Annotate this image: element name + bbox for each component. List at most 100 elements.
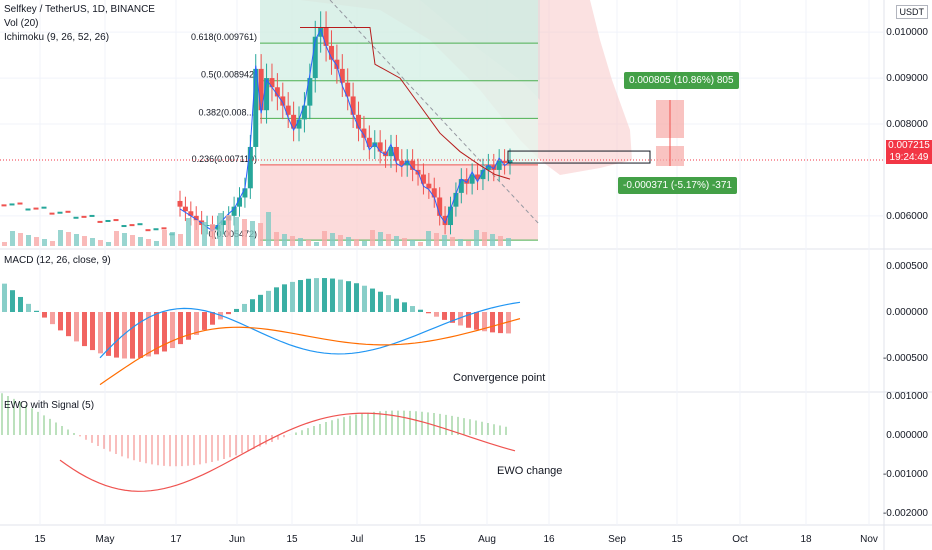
volume-bar xyxy=(434,233,439,246)
macd-histogram-bar xyxy=(274,287,279,312)
kijun-line xyxy=(300,27,511,180)
symbol-legend[interactable]: Selfkey / TetherUS, 1D, BINANCE xyxy=(4,4,155,15)
volume-bar xyxy=(482,232,487,246)
candle-body xyxy=(153,228,159,231)
macd-histogram-bar xyxy=(186,312,191,340)
volume-bar xyxy=(50,241,55,246)
macd-histogram-bar xyxy=(10,290,15,312)
macd-histogram-bar xyxy=(162,312,167,352)
volume-bar xyxy=(194,220,199,246)
candle-body xyxy=(377,142,383,152)
candle-body xyxy=(9,203,15,206)
fib-level-label: 0.382(0.008...) xyxy=(198,107,257,117)
volume-bar xyxy=(362,241,367,246)
macd-signal-line xyxy=(99,318,521,386)
position-entry-box xyxy=(507,150,651,164)
ichimoku-legend[interactable]: Ichimoku (9, 26, 52, 26) xyxy=(4,32,110,43)
candle-body xyxy=(502,160,508,164)
macd-histogram-bar xyxy=(170,312,175,349)
volume-bar xyxy=(218,213,223,246)
vol-legend[interactable]: Vol (20) xyxy=(4,18,39,29)
macd-histogram-bar xyxy=(426,312,431,314)
countdown-tag: 19:24:49 xyxy=(886,152,932,164)
volume-bar xyxy=(346,237,351,246)
macd-histogram-bar xyxy=(298,280,303,312)
volume-bar xyxy=(450,237,455,246)
macd-tick-label: 0.000000 xyxy=(886,307,928,318)
x-tick-label: Jun xyxy=(229,534,245,545)
macd-histogram-bar xyxy=(386,295,391,312)
volume-bar xyxy=(274,232,279,246)
macd-histogram-bar xyxy=(290,281,295,312)
macd-histogram-bar xyxy=(194,312,199,335)
volume-bar xyxy=(370,230,375,246)
candle-body xyxy=(312,36,318,79)
candle-body xyxy=(350,96,356,115)
macd-histogram-bar xyxy=(442,312,447,320)
candle-body xyxy=(366,137,372,147)
ewo-tick-label: -0.002000 xyxy=(883,508,928,519)
candle-body xyxy=(475,174,481,180)
macd-histogram-bar xyxy=(370,288,375,312)
candle-body xyxy=(291,114,297,129)
fib-level-label: 0.5(0.008942) xyxy=(201,70,257,80)
candle-body xyxy=(301,105,307,120)
volume-bar xyxy=(178,234,183,246)
candle-body xyxy=(49,212,55,215)
candle-body xyxy=(410,160,416,170)
currency-badge[interactable]: USDT xyxy=(895,5,928,19)
y-tick-label: 0.010000 xyxy=(886,27,928,38)
y-tick-label: 0.009000 xyxy=(886,73,928,84)
ewo-legend[interactable]: EWO with Signal (5) xyxy=(4,400,95,411)
x-tick-label: Aug xyxy=(478,534,496,545)
macd-histogram-bar xyxy=(210,312,215,325)
macd-legend[interactable]: MACD (12, 26, close, 9) xyxy=(4,255,111,266)
macd-histogram-bar xyxy=(378,291,383,312)
candle-body xyxy=(388,146,394,157)
volume-bar xyxy=(186,218,191,246)
ewo-signal-line xyxy=(59,412,516,492)
candle-body xyxy=(447,206,453,226)
macd-histogram-bar xyxy=(450,312,455,323)
volume-bar xyxy=(66,232,71,246)
x-tick-label: 15 xyxy=(671,534,683,545)
volume-bar xyxy=(322,231,327,246)
candle-body xyxy=(323,27,329,46)
macd-histogram-bar xyxy=(74,312,79,342)
volume-bar xyxy=(426,231,431,246)
candle-body xyxy=(404,160,410,166)
x-tick-label: Oct xyxy=(732,534,748,545)
candle-body xyxy=(113,219,119,222)
fib-zone-top xyxy=(260,0,538,44)
macd-histogram-bar xyxy=(98,312,103,354)
fib-level-label: 0.236(0.007110) xyxy=(192,154,257,164)
candle-body xyxy=(193,215,199,221)
candle-body xyxy=(188,211,194,216)
volume-bar xyxy=(34,237,39,246)
volume-bar xyxy=(2,242,7,246)
macd-histogram-bar xyxy=(138,312,143,358)
volume-bar xyxy=(458,239,463,246)
candle-body xyxy=(129,224,135,227)
current-price-tag: 0.007215 xyxy=(886,140,932,152)
candle-body xyxy=(269,78,275,88)
candle-body xyxy=(264,78,270,111)
candle-body xyxy=(33,207,39,210)
candle-body xyxy=(399,160,405,166)
macd-histogram-bar xyxy=(146,312,151,357)
candle-body xyxy=(161,227,167,230)
volume-bar xyxy=(386,234,391,246)
candle-body xyxy=(420,174,426,184)
volume-bar xyxy=(170,232,175,246)
macd-histogram-bar xyxy=(106,312,111,356)
volume-bar xyxy=(338,235,343,246)
volume-bar xyxy=(466,241,471,246)
volume-bar xyxy=(474,230,479,246)
macd-histogram-bar xyxy=(346,281,351,312)
candle-body xyxy=(81,215,87,218)
x-tick-label: 16 xyxy=(543,534,555,545)
macd-histogram-bar xyxy=(322,278,327,312)
candle-body xyxy=(204,225,210,227)
macd-histogram-bar xyxy=(410,306,415,312)
